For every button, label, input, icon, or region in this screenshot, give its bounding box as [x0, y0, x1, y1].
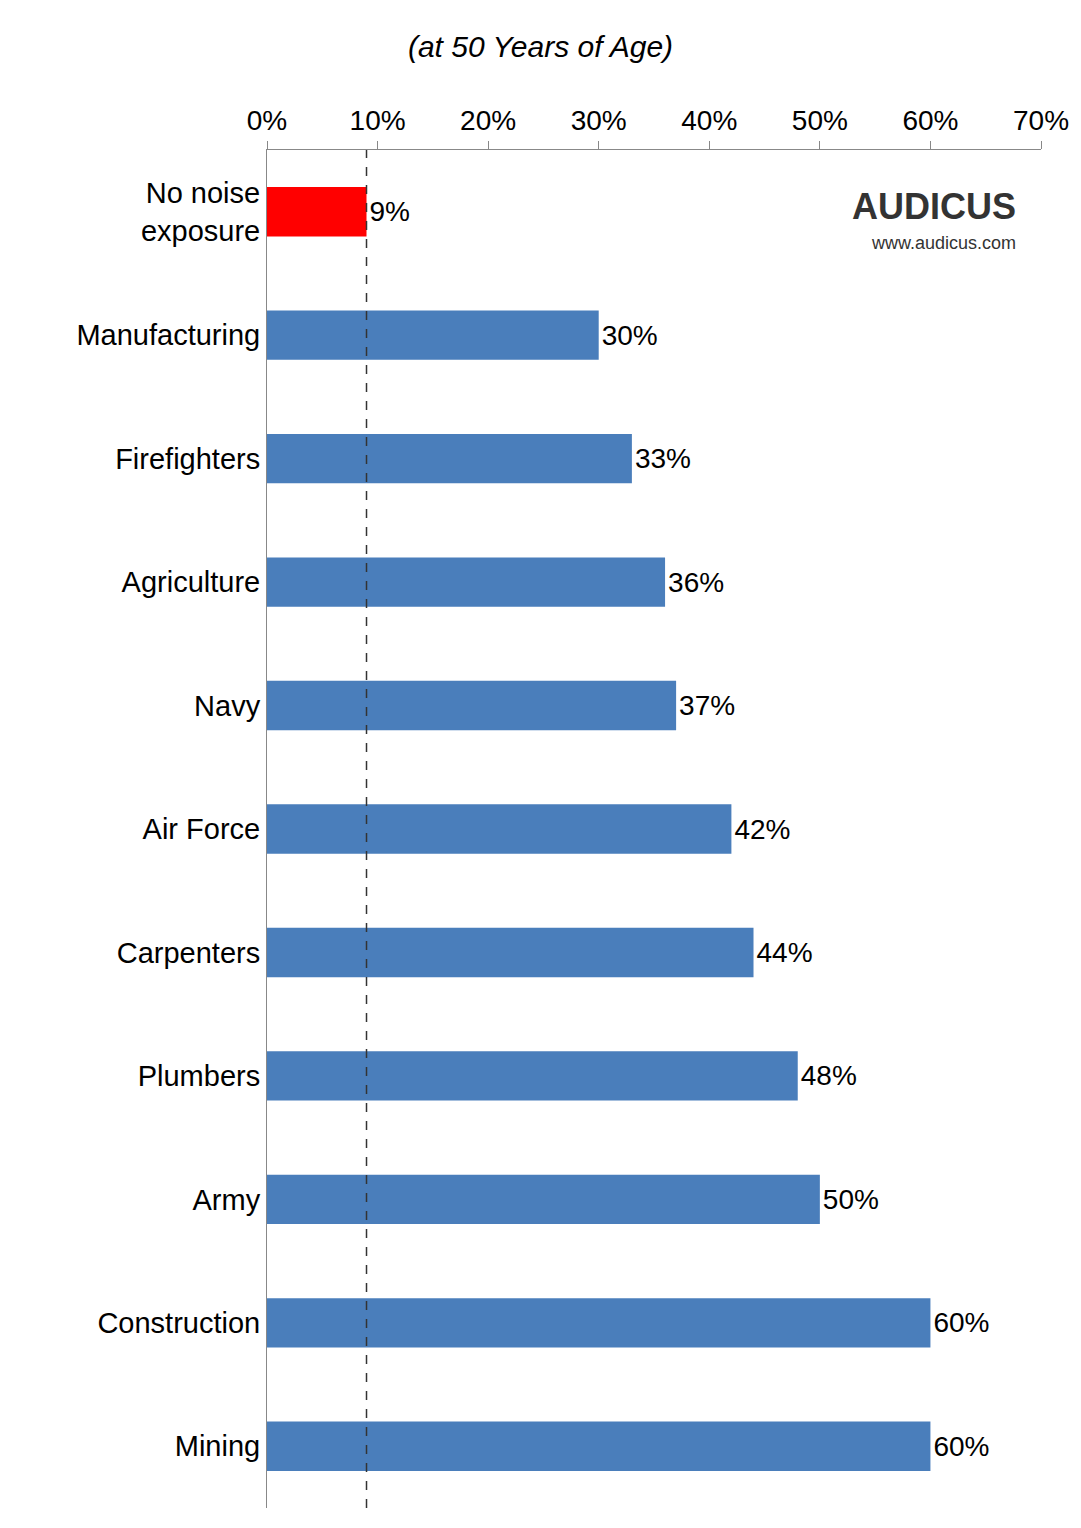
svg-text:Mining: Mining — [175, 1430, 260, 1462]
svg-text:60%: 60% — [933, 1307, 989, 1338]
svg-text:Plumbers: Plumbers — [138, 1060, 261, 1092]
svg-text:www.audicus.com: www.audicus.com — [871, 233, 1016, 253]
svg-text:70%: 70% — [1013, 105, 1069, 136]
svg-text:Manufacturing: Manufacturing — [76, 319, 260, 351]
svg-text:0%: 0% — [247, 105, 287, 136]
svg-text:10%: 10% — [350, 105, 406, 136]
svg-text:No noiseexposure: No noiseexposure — [141, 177, 260, 247]
svg-text:44%: 44% — [757, 937, 813, 968]
svg-text:Air Force: Air Force — [143, 813, 261, 845]
svg-text:AUDICUS: AUDICUS — [852, 186, 1016, 227]
svg-text:Firefighters: Firefighters — [115, 443, 260, 475]
svg-text:36%: 36% — [668, 567, 724, 598]
svg-text:30%: 30% — [602, 320, 658, 351]
svg-text:48%: 48% — [801, 1060, 857, 1091]
svg-text:Army: Army — [193, 1184, 261, 1216]
svg-text:40%: 40% — [681, 105, 737, 136]
svg-text:50%: 50% — [792, 105, 848, 136]
svg-text:37%: 37% — [679, 690, 735, 721]
svg-text:33%: 33% — [635, 443, 691, 474]
svg-text:(at 50 Years of Age): (at 50 Years of Age) — [408, 30, 673, 63]
svg-text:9%: 9% — [370, 196, 410, 227]
svg-text:Construction: Construction — [97, 1307, 260, 1339]
svg-text:Carpenters: Carpenters — [117, 937, 260, 969]
svg-text:Agriculture: Agriculture — [122, 566, 261, 598]
svg-text:Navy: Navy — [194, 690, 261, 722]
svg-text:20%: 20% — [460, 105, 516, 136]
svg-text:50%: 50% — [823, 1184, 879, 1215]
svg-text:42%: 42% — [734, 814, 790, 845]
svg-text:60%: 60% — [933, 1431, 989, 1462]
svg-text:60%: 60% — [902, 105, 958, 136]
svg-text:30%: 30% — [571, 105, 627, 136]
